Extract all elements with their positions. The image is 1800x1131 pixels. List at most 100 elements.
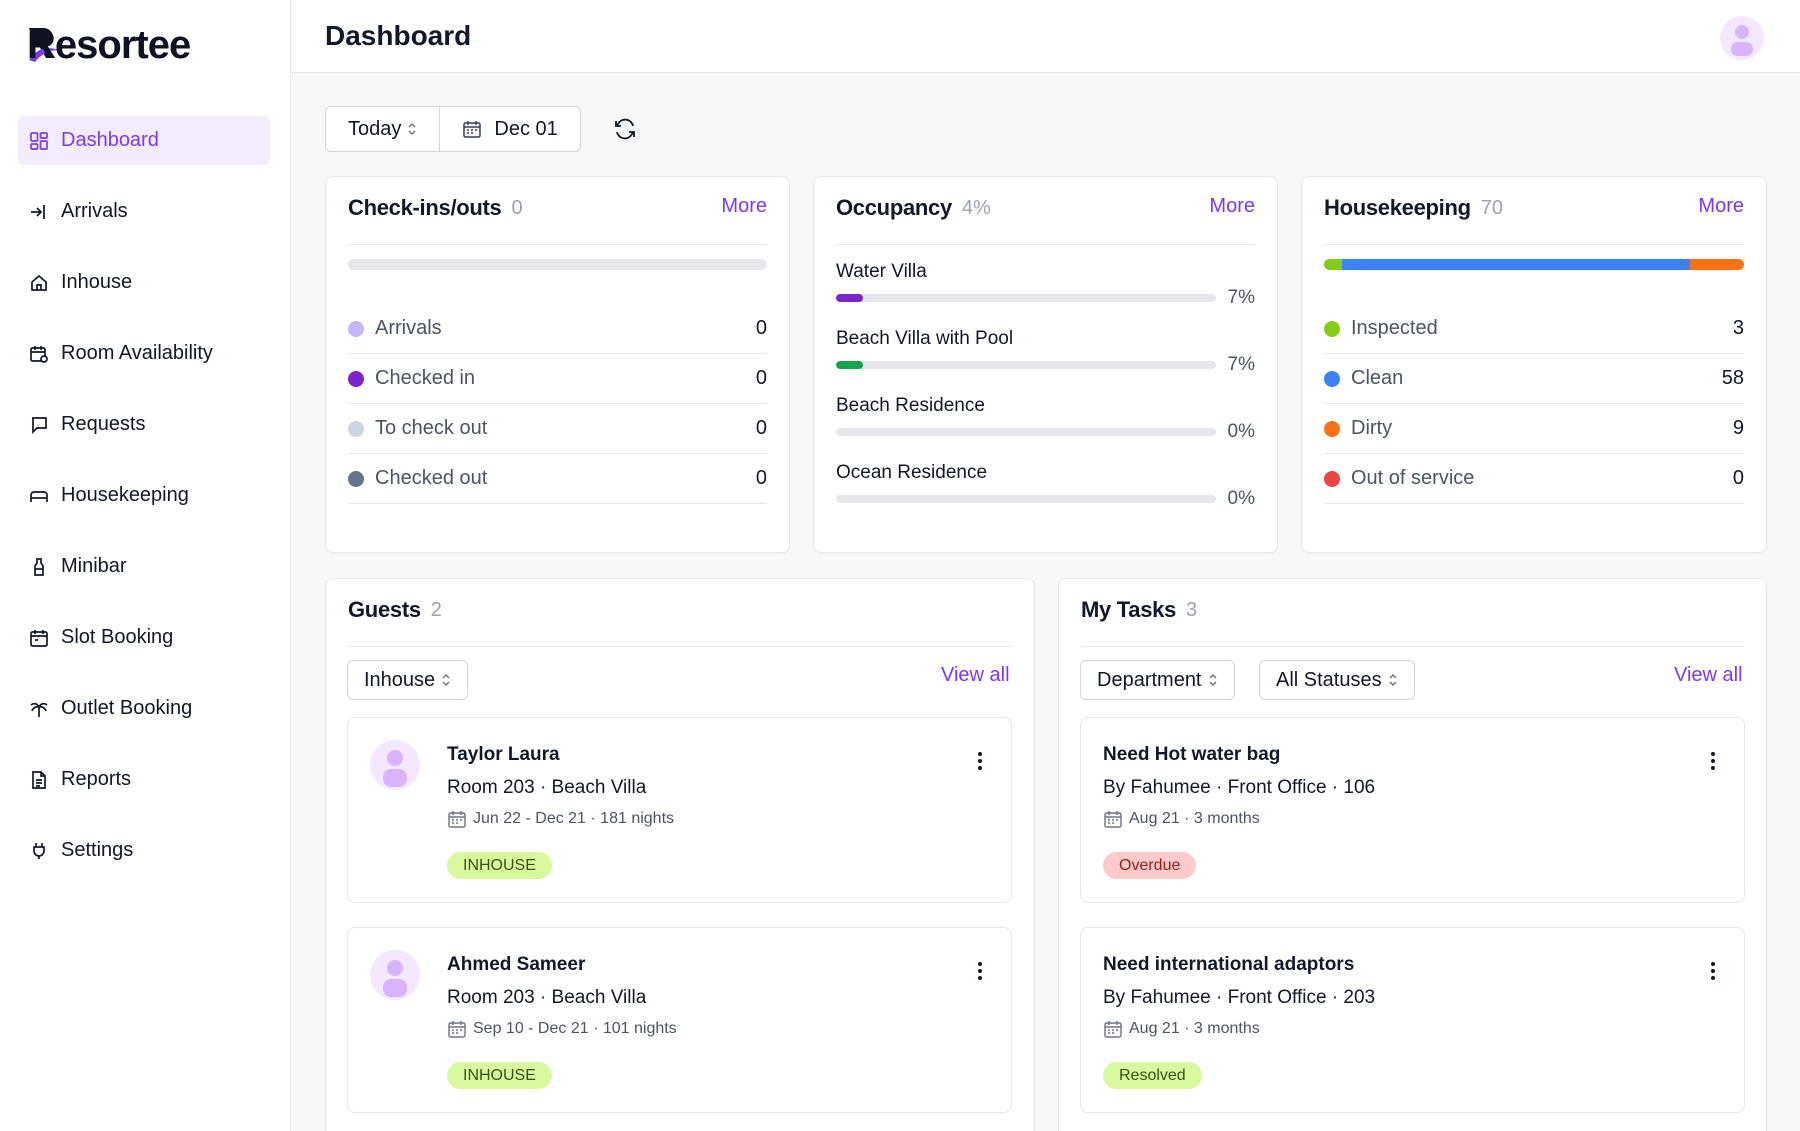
period-select[interactable]: Today xyxy=(326,107,439,151)
more-link[interactable]: More xyxy=(1209,195,1255,217)
palm-icon xyxy=(29,699,49,719)
sidebar-item-arrivals[interactable]: Arrivals xyxy=(18,187,270,236)
guest-card[interactable]: Ahmed Sameer Room 203 · Beach Villa Sep … xyxy=(347,927,1012,1113)
calendar-slot-icon xyxy=(29,628,49,648)
stat-value: 0 xyxy=(755,467,767,489)
calendar-icon xyxy=(29,344,49,364)
stay-dates: Sep 10 - Dec 21 · 101 nights xyxy=(473,1020,677,1037)
sidebar-item-minibar[interactable]: Minibar xyxy=(18,542,270,591)
department-filter[interactable]: Department xyxy=(1080,660,1235,700)
list-item: Out of service 0 xyxy=(1324,454,1744,504)
status-dot xyxy=(348,320,364,337)
card-count: 3 xyxy=(1186,599,1198,621)
sidebar-item-dashboard[interactable]: Dashboard xyxy=(18,116,270,165)
guests-view-all-link[interactable]: View all xyxy=(941,664,1010,686)
more-vertical-icon[interactable] xyxy=(1708,960,1718,982)
calendar-icon xyxy=(448,811,466,828)
list-item: Checked in 0 xyxy=(348,354,767,404)
page-title: Dashboard xyxy=(325,20,472,51)
stat-label: Clean xyxy=(1351,367,1404,389)
card-title: Check-ins/outs xyxy=(348,195,502,220)
occupancy-percent: 0% xyxy=(1227,488,1255,509)
chevron-updown-icon xyxy=(1389,674,1397,686)
sidebar-item-requests[interactable]: Requests xyxy=(18,400,270,449)
more-link[interactable]: More xyxy=(1698,195,1744,217)
sidebar-item-slot-booking[interactable]: Slot Booking xyxy=(18,613,270,662)
task-time: Aug 21 · 3 months xyxy=(1103,1019,1260,1039)
card-header: Occupancy 4% More xyxy=(836,195,1255,245)
guest-avatar xyxy=(370,740,420,790)
more-link[interactable]: More xyxy=(721,195,767,217)
status-dot xyxy=(1324,370,1340,387)
sidebar-item-outlet-booking[interactable]: Outlet Booking xyxy=(18,684,270,733)
sidebar-item-housekeeping[interactable]: Housekeeping xyxy=(18,471,270,520)
dashboard-icon xyxy=(29,131,49,151)
card-count: 2 xyxy=(430,599,442,621)
sidebar-item-inhouse[interactable]: Inhouse xyxy=(18,258,270,307)
guest-status-filter[interactable]: Inhouse xyxy=(347,660,469,700)
date-selector: Today Dec 01 xyxy=(325,106,581,152)
room-type-name: Beach Residence xyxy=(836,395,985,416)
sidebar-item-settings[interactable]: Settings xyxy=(18,826,270,875)
stat-label: Inspected xyxy=(1351,317,1438,339)
room-type-name: Water Villa xyxy=(836,261,927,282)
guest-stay: Sep 10 - Dec 21 · 101 nights xyxy=(447,1019,677,1039)
status-badge: INHOUSE xyxy=(447,1062,552,1089)
logo-text: Resortee xyxy=(27,24,190,64)
card-count: 70 xyxy=(1480,197,1504,219)
status-dot xyxy=(348,420,364,437)
stat-label: Arrivals xyxy=(375,317,442,339)
occupancy-fill xyxy=(836,361,863,369)
occupancy-bar xyxy=(836,428,1216,436)
more-vertical-icon[interactable] xyxy=(975,960,985,982)
housekeeping-bar-segment xyxy=(1690,259,1744,270)
chevron-updown-icon xyxy=(408,123,416,135)
home-icon xyxy=(29,273,49,293)
sidebar-nav: Dashboard Arrivals Inhouse Room Availabi… xyxy=(18,116,270,897)
guest-room: Room 203 · Beach Villa xyxy=(447,987,647,1008)
housekeeping-card: Housekeeping 70 More Inspected 3 Clean 5… xyxy=(1301,176,1767,553)
list-item: Checked out 0 xyxy=(348,454,767,504)
guest-avatar xyxy=(370,950,420,1000)
date-picker[interactable]: Dec 01 xyxy=(439,107,579,151)
guest-name: Ahmed Sameer xyxy=(447,954,586,975)
stat-label: Checked in xyxy=(375,367,476,389)
guest-card[interactable]: Taylor Laura Room 203 · Beach Villa Jun … xyxy=(347,717,1012,903)
user-avatar[interactable] xyxy=(1720,16,1764,60)
plug-icon xyxy=(29,841,49,861)
task-date: Aug 21 · 3 months xyxy=(1129,1020,1260,1037)
housekeeping-bar-segment xyxy=(1342,259,1690,270)
card-count: 0 xyxy=(511,197,523,219)
task-card[interactable]: Need international adaptors By Fahumee ·… xyxy=(1080,927,1745,1113)
stat-value: 0 xyxy=(755,367,767,389)
card-header: Check-ins/outs 0 More xyxy=(348,195,767,245)
card-title: Occupancy xyxy=(836,195,952,220)
status-dot xyxy=(1324,470,1340,487)
more-vertical-icon[interactable] xyxy=(975,750,985,772)
filter-label: Inhouse xyxy=(364,668,436,691)
period-label: Today xyxy=(348,117,402,140)
occupancy-bar xyxy=(836,361,1216,369)
chevron-updown-icon xyxy=(1209,674,1216,686)
refresh-icon[interactable] xyxy=(613,117,637,141)
card-header: Guests 2 xyxy=(348,597,1012,647)
task-title: Need international adaptors xyxy=(1103,954,1355,975)
occupancy-row: Beach Residence 0% xyxy=(836,395,1255,455)
occupancy-percent: 7% xyxy=(1227,287,1255,308)
resortee-logo[interactable]: Resortee xyxy=(27,24,237,64)
task-time: Aug 21 · 3 months xyxy=(1103,809,1260,829)
checkins-list: Arrivals 0 Checked in 0 To check out 0 C… xyxy=(348,317,767,504)
task-card[interactable]: Need Hot water bag By Fahumee · Front Of… xyxy=(1080,717,1745,903)
sidebar-item-reports[interactable]: Reports xyxy=(18,755,270,804)
card-count: 4% xyxy=(961,197,991,219)
task-owner: By Fahumee · Front Office · 106 xyxy=(1103,777,1376,798)
stat-value: 3 xyxy=(1732,317,1744,339)
tasks-view-all-link[interactable]: View all xyxy=(1674,664,1743,686)
housekeeping-stacked-bar xyxy=(1324,259,1744,270)
sidebar-item-label: Settings xyxy=(61,839,134,861)
checkins-card: Check-ins/outs 0 More Arrivals 0 Checked… xyxy=(325,176,790,553)
sidebar-item-room-availability[interactable]: Room Availability xyxy=(18,329,270,378)
stat-label: Out of service xyxy=(1351,467,1475,489)
more-vertical-icon[interactable] xyxy=(1708,750,1718,772)
status-filter[interactable]: All Statuses xyxy=(1259,660,1415,700)
